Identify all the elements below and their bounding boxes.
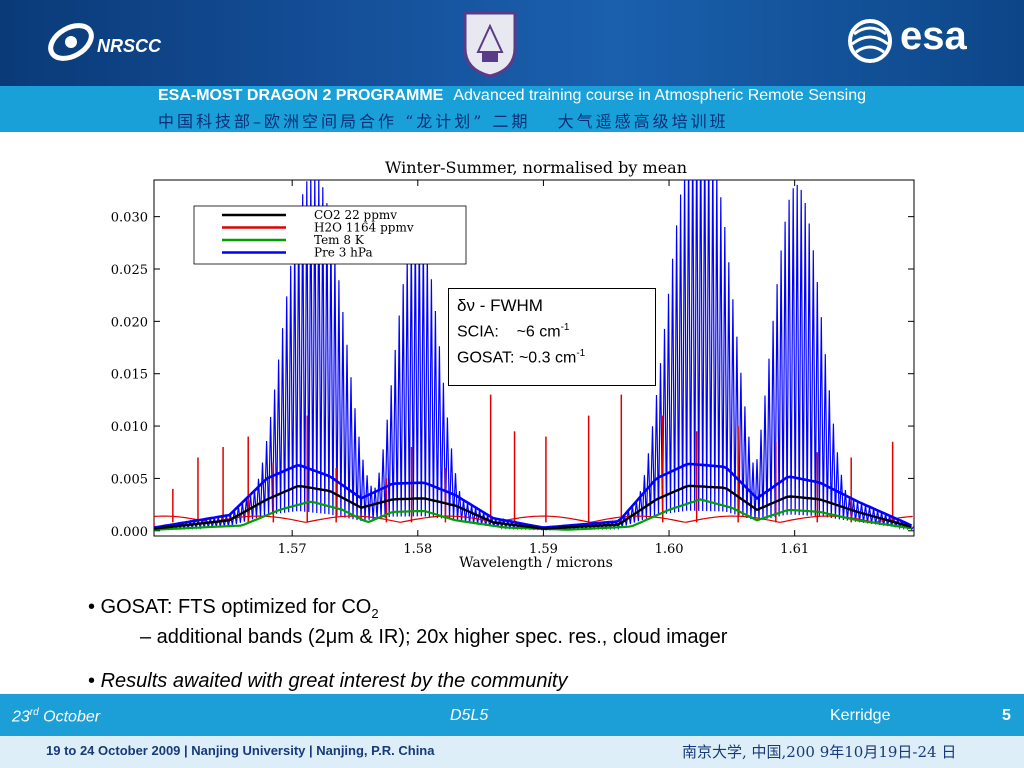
bullet-gosat-text: • GOSAT: FTS optimized for CO [88, 596, 372, 618]
footer-date-month: October [43, 708, 101, 726]
gosat-label: GOSAT: [457, 349, 515, 367]
y-tick-label: 0.020 [111, 315, 148, 330]
x-tick-label: 1.60 [655, 542, 684, 557]
footer-bar: 23rd October D5L5 Kerridge 5 [0, 694, 1024, 736]
footer-author: Kerridge [830, 707, 891, 724]
bullet-bands-text-a: – additional bands (2 [140, 626, 326, 648]
event-bar: 19 to 24 October 2009 | Nanjing Universi… [0, 736, 1024, 768]
esa-text: esa [900, 14, 967, 58]
y-tick-label: 0.015 [111, 368, 148, 383]
bullet-results: • Results awaited with great interest by… [88, 670, 567, 693]
y-tick-label: 0.010 [111, 420, 148, 435]
x-tick-label: 1.61 [780, 542, 809, 557]
bullet-additional-bands: – additional bands (2μm & IR); 20x highe… [140, 626, 727, 649]
esa-globe-icon [848, 19, 892, 63]
course-title: Advanced training course in Atmospheric … [453, 87, 867, 104]
chart-title: Winter-Summer, normalised by mean [385, 158, 687, 177]
series-pre-envelope [154, 462, 913, 529]
event-info-chinese: 南京大学, 中国,200 9年10月19日-24 日 [682, 743, 957, 761]
y-tick-label: 0.005 [111, 472, 148, 487]
nanjing-university-seal [463, 11, 517, 78]
legend-label: CO2 22 ppmv [314, 208, 397, 222]
bullet-bands-text-b: m & IR); 20x higher spec. res., cloud im… [337, 626, 728, 648]
series-h2o-baseline [154, 515, 913, 524]
scia-label: SCIA: [457, 323, 499, 341]
footer-code: D5L5 [450, 707, 489, 724]
esa-logo: esa [846, 14, 967, 69]
x-tick-label: 1.59 [529, 542, 558, 557]
footer-date: 23rd October [12, 707, 100, 726]
delta-nu-symbol: δν [457, 296, 475, 315]
y-tick-label: 0.030 [111, 211, 148, 226]
scia-exponent: -1 [560, 322, 570, 333]
x-axis-label: Wavelength / microns [459, 555, 613, 571]
footer-date-day: 23 [12, 708, 30, 726]
legend-label: Pre 3 hPa [314, 246, 373, 260]
plot-area: 0.000 0.005 0.010 0.015 0.020 0.025 0.030 1.57 1… [111, 179, 915, 557]
x-tick-label: 1.58 [403, 542, 432, 557]
nrscc-logo: NRSCC [45, 16, 161, 71]
y-tick-label: 0.025 [111, 263, 148, 278]
bullet-results-text: Results awaited with great interest by t… [100, 670, 568, 692]
series-co2 [154, 484, 912, 530]
programme-name: ESA-MOST DRAGON 2 PROGRAMME [158, 87, 444, 104]
bullet-gosat: • GOSAT: FTS optimized for CO2 [88, 596, 379, 621]
legend-label: H2O 1164 ppmv [314, 221, 414, 235]
programme-title: ESA-MOST DRAGON 2 PROGRAMME Advanced trai… [158, 86, 866, 106]
co2-subscript: 2 [371, 606, 379, 621]
nrscc-text: NRSCC [97, 36, 162, 56]
x-tick-label: 1.57 [278, 542, 307, 557]
footer-date-sup: rd [29, 707, 39, 718]
fwhm-callout: δν - FWHM SCIA: ~6 cm-1 GOSAT: ~0.3 cm-1 [448, 288, 656, 386]
spectrum-chart: Winter-Summer, normalised by mean Wavele… [111, 158, 915, 571]
header-banner: NRSCC esa [0, 0, 1024, 86]
gosat-value: ~0.3 cm [518, 349, 577, 367]
satellite-dish-icon [48, 23, 94, 61]
bullet-dot: • [88, 670, 96, 692]
event-info: 19 to 24 October 2009 | Nanjing Universi… [46, 743, 435, 758]
plot-frame [153, 179, 915, 537]
fwhm-label: - FWHM [474, 296, 543, 315]
programme-band [0, 86, 1024, 132]
y-tick-label: 0.000 [111, 525, 148, 540]
legend-label: Tem 8 K [314, 233, 365, 247]
gosat-exponent: -1 [576, 348, 586, 360]
scia-value: ~6 cm [516, 323, 561, 341]
page-number: 5 [1002, 707, 1011, 724]
mu-symbol: μ [325, 626, 338, 648]
chinese-programme-title: 中国科技部–欧洲空间局合作 “龙计划” 二期 大气遥感高级培训班 [158, 112, 729, 131]
